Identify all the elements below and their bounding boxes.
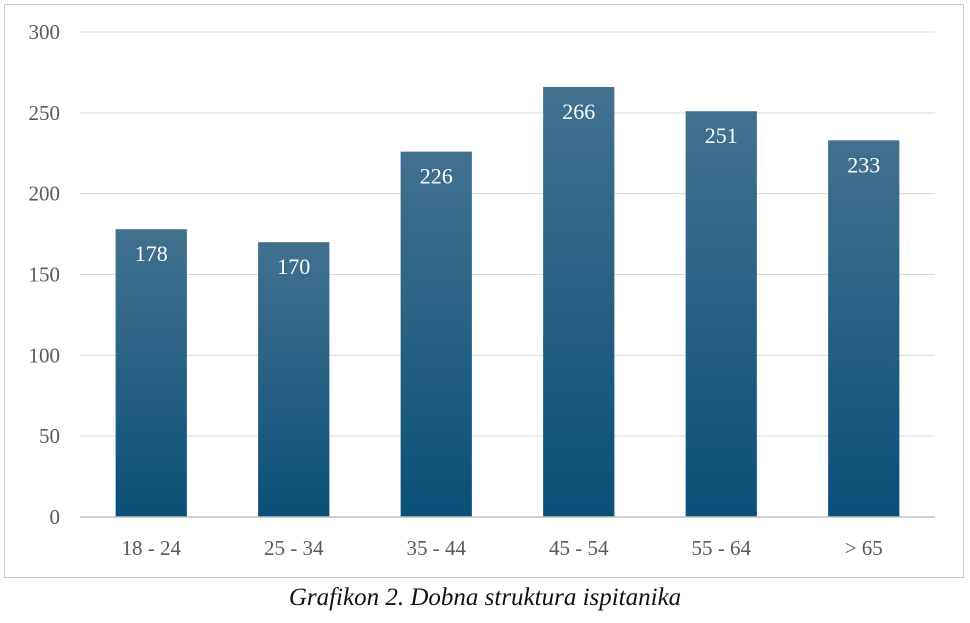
x-tick-label: 45 - 54 — [549, 536, 609, 560]
bar — [115, 229, 187, 517]
bar — [543, 86, 615, 517]
bar-value-label: 178 — [135, 241, 168, 266]
x-tick-label: 25 - 34 — [264, 536, 324, 560]
y-tick-label: 300 — [29, 20, 61, 44]
bar-value-label: 233 — [847, 152, 880, 177]
chart-caption: Grafikon 2. Dobna struktura ispitanika — [288, 584, 682, 611]
y-tick-label: 150 — [29, 263, 61, 287]
x-tick-label: 35 - 44 — [407, 536, 467, 560]
x-axis-tick-labels: 18 - 24 25 - 34 35 - 44 45 - 54 55 - 64 > 65 — [122, 536, 883, 560]
y-tick-label: 50 — [39, 424, 60, 448]
gridlines — [80, 31, 935, 437]
y-axis-tick-labels: 0 50 100 150 200 250 300 — [29, 20, 61, 529]
bar-value-label: 170 — [277, 254, 310, 279]
bar — [685, 111, 757, 517]
bar — [400, 151, 472, 517]
chart-frame: 0 50 100 150 200 250 300 18 - 24 25 - 34 35 - 44… — [4, 4, 964, 578]
bar — [258, 242, 330, 517]
x-tick-label: > 65 — [845, 536, 883, 560]
y-tick-label: 200 — [29, 182, 61, 206]
bars — [115, 86, 900, 518]
x-tick-label: 18 - 24 — [122, 536, 182, 560]
y-tick-label: 100 — [29, 343, 61, 367]
y-tick-label: 0 — [50, 505, 61, 529]
bar — [828, 140, 900, 518]
data-labels: 178 170 226 266 251 233 — [135, 99, 881, 279]
bar-value-label: 251 — [705, 123, 738, 148]
bar-value-label: 226 — [420, 164, 453, 189]
x-tick-label: 55 - 64 — [692, 536, 752, 560]
y-tick-label: 250 — [29, 101, 61, 125]
bar-chart: 0 50 100 150 200 250 300 18 - 24 25 - 34 35 - 44… — [29, 20, 935, 560]
bar-value-label: 266 — [562, 99, 595, 124]
